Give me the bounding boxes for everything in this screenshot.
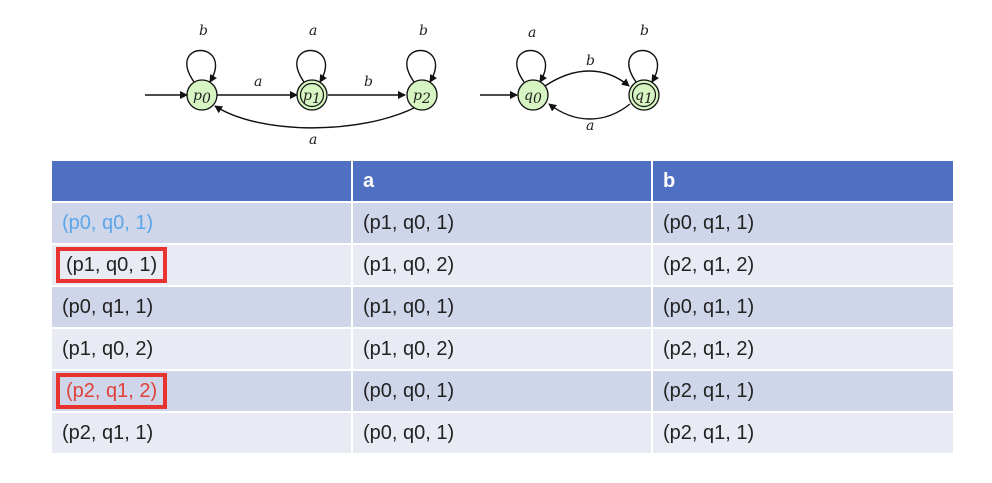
svg-text:p2: p2 <box>413 88 431 107</box>
loop-q1 <box>628 49 660 83</box>
label-q0-q1: b <box>586 53 595 69</box>
on-b-cell: (p2, q1, 2) <box>652 243 955 286</box>
header-state <box>52 161 353 202</box>
state-cell: (p1, q0, 1) <box>52 243 353 286</box>
header-b: b <box>652 161 955 202</box>
edge-q0-q1 <box>544 70 630 87</box>
label-p1-p2: b <box>364 74 373 90</box>
table-row: (p1, q0, 1) (p1, q0, 2) (p2, q1, 2) <box>52 243 955 286</box>
state-cell: (p2, q1, 2) <box>52 369 353 412</box>
state-p2: p2 <box>406 79 438 111</box>
edge-q1-q0 <box>548 103 631 120</box>
loop-q0 <box>516 49 548 83</box>
table-row: (p0, q0, 1) (p1, q0, 1) (p0, q1, 1) <box>52 201 955 244</box>
label-q1-q0: a <box>586 118 594 134</box>
on-a-cell: (p0, q0, 1) <box>352 369 653 412</box>
on-a-cell: (p1, q0, 2) <box>352 327 653 370</box>
label-p2-p0: a <box>309 132 317 148</box>
on-a-cell: (p0, q0, 1) <box>352 411 653 453</box>
header-a: a <box>352 161 653 202</box>
label-p2-loop: b <box>419 23 428 39</box>
label-p0-p1: a <box>254 74 262 90</box>
state-q0: q0 <box>517 79 549 111</box>
on-a-cell: (p1, q0, 2) <box>352 243 653 286</box>
state-p0: p0 <box>186 79 218 111</box>
table-row: (p2, q1, 2) (p0, q0, 1) (p2, q1, 1) <box>52 369 955 412</box>
state-cell: (p1, q0, 2) <box>52 327 353 370</box>
label-p0-loop: b <box>199 23 208 39</box>
on-a-cell: (p1, q0, 1) <box>352 201 653 244</box>
table-row: (p0, q1, 1) (p1, q0, 1) (p0, q1, 1) <box>52 285 955 328</box>
svg-text:p1: p1 <box>303 88 321 107</box>
state-cell: (p2, q1, 1) <box>52 411 353 453</box>
on-b-cell: (p0, q1, 1) <box>652 201 955 244</box>
state-cell: (p0, q1, 1) <box>52 285 353 328</box>
table-header-row: a b <box>52 161 955 202</box>
state-cell: (p0, q0, 1) <box>52 201 353 244</box>
on-b-cell: (p0, q1, 1) <box>652 285 955 328</box>
state-q1: q1 <box>628 79 660 111</box>
edge-p2-p0 <box>214 105 417 129</box>
label-q1-loop: b <box>640 23 649 39</box>
label-q0-loop: a <box>528 25 536 41</box>
on-a-cell: (p1, q0, 1) <box>352 285 653 328</box>
svg-text:p0: p0 <box>193 88 211 107</box>
svg-text:q0: q0 <box>524 88 542 107</box>
on-b-cell: (p2, q1, 1) <box>652 369 955 412</box>
svg-text:q1: q1 <box>635 88 653 107</box>
dfa-p: b a b a b a p0 p1 p2 <box>145 23 438 148</box>
on-b-cell: (p2, q1, 2) <box>652 327 955 370</box>
highlight-box: (p1, q0, 1) <box>55 246 168 283</box>
state-p1: p1 <box>296 79 328 111</box>
table-row: (p1, q0, 2) (p1, q0, 2) (p2, q1, 2) <box>52 327 955 370</box>
on-b-cell: (p2, q1, 1) <box>652 411 955 453</box>
table-row: (p2, q1, 1) (p0, q0, 1) (p2, q1, 1) <box>52 411 955 453</box>
automata-diagram: b a b a b a p0 p1 p2 a <box>145 23 660 148</box>
highlight-box: (p2, q1, 2) <box>55 372 168 409</box>
loop-p2 <box>406 49 438 83</box>
loop-p0 <box>186 49 218 83</box>
loop-p1 <box>296 49 328 83</box>
label-p1-loop: a <box>309 23 317 39</box>
dfa-q: a b b a q0 q1 <box>480 23 660 134</box>
product-transition-table: a b (p0, q0, 1) (p1, q0, 1) (p0, q1, 1) … <box>52 161 955 453</box>
